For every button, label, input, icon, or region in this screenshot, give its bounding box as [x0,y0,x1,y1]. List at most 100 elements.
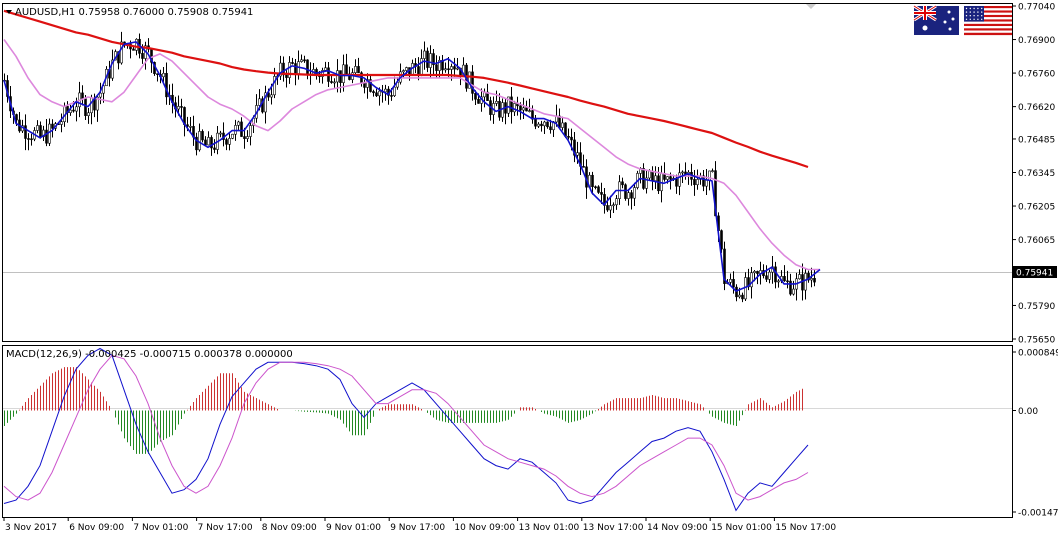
candle-up [798,274,801,280]
candle-down [546,121,549,128]
candle-up [87,112,90,116]
candle-up [444,68,447,71]
candle-up [300,59,303,62]
candle-down [519,105,522,111]
candle-up [69,109,72,113]
candle-up [705,180,708,187]
candle-up [279,62,282,77]
candle-down [651,170,654,181]
australia-flag-icon [913,4,959,35]
candle-up [561,122,564,128]
candlestick-series [3,31,816,303]
flag-star [977,11,979,13]
flag-star [969,7,971,10]
candle-up [438,60,441,71]
candle-down [597,186,600,193]
macd-line [3,347,809,512]
ma-fast-line [3,41,821,292]
candle-up [336,70,339,83]
flag-canton [964,6,984,22]
flag-stripe [964,17,1012,20]
candle-down [471,71,474,94]
candle-up [342,64,345,83]
candle-up [729,279,732,283]
candle-up [99,92,102,98]
macd-frame [2,345,1013,518]
candle-down [339,70,342,83]
candle-down [375,92,378,97]
candle-up [612,204,615,207]
candle-up [522,107,525,111]
candle-down [24,125,27,139]
candle-up [402,70,405,73]
candle-down [315,69,318,75]
candle-down [732,279,735,288]
candle-down [447,68,450,71]
candle-up [234,125,237,135]
usa-flag-icon [964,6,1012,36]
candle-up [645,177,648,189]
candle-down [357,66,360,74]
price-tick-label: 0.76485 [1018,135,1055,145]
flag-star [973,7,975,10]
flag-star [965,15,968,17]
candle-down [225,139,228,145]
candle-down [282,62,285,76]
candle-up [90,97,93,114]
candle-down [72,109,75,112]
candle-up [681,171,684,174]
candle-up [633,187,636,199]
candle-up [324,67,327,71]
candle-up [42,129,45,138]
candle-up [120,41,123,64]
candle-up [615,198,618,206]
flag-star [969,18,971,20]
price-axis: 0.77040 0.76900 0.76760 0.76620 0.76485 0.763… [1012,3,1055,346]
candle-down [330,81,333,83]
macd-lines [3,347,809,512]
candle-up [393,86,396,97]
candle-down [564,122,567,137]
candle-down [573,139,576,156]
candle-down [693,179,696,186]
candle-down [534,118,537,127]
candle-down [45,129,48,144]
price-tick-label: 0.76760 [1018,70,1055,80]
flag-stripe [964,21,1012,24]
candle-down [426,50,429,68]
candle-up [111,59,114,79]
candle-down [453,66,456,70]
price-tick-label: 0.76205 [1018,203,1055,213]
candle-down [789,280,792,295]
candle-down [591,174,594,188]
candle-up [48,123,51,144]
candle-down [180,106,183,108]
flag-star [981,7,983,10]
flag-star [973,15,975,17]
candle-up [468,71,471,89]
candle-up [135,38,138,51]
candle-up [207,137,210,146]
candle-up [273,76,276,96]
candle-up [423,50,426,59]
candle-down [204,139,207,146]
time-tick-label: 6 Nov 09:00 [69,523,124,533]
flag-star [977,7,979,10]
candle-down [474,93,477,100]
symbol-dropdown-icon[interactable] [6,10,12,14]
candle-up [543,121,546,127]
candle-up [666,176,669,180]
time-tick-label: 10 Nov 09:00 [454,523,515,533]
candle-down [510,96,513,113]
candle-up [228,138,231,145]
candle-up [75,106,78,112]
flag-stripe [964,12,1012,16]
candle-up [321,70,324,77]
time-axis: 3 Nov 2017 6 Nov 09:00 7 Nov 01:00 7 Nov 17… [3,517,836,533]
candle-up [576,152,579,156]
candle-up [258,98,261,106]
candle-down [624,184,627,199]
chart-shift-marker[interactable] [806,4,816,9]
